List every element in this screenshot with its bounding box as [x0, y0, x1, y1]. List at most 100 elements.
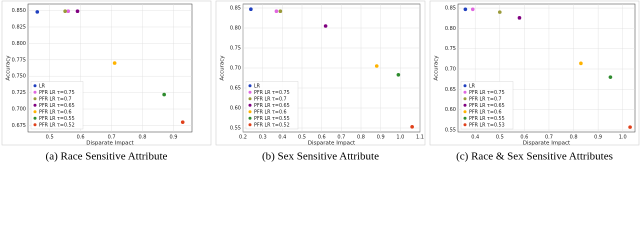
legend-marker — [248, 110, 252, 114]
y-axis-label: Accuracy — [220, 55, 226, 81]
legend-label: PFR LR τ=0.65 — [254, 103, 290, 109]
point — [63, 9, 67, 14]
legend-label: PFR LR τ=0.52 — [39, 122, 75, 128]
y-tick-label: 0.700 — [12, 107, 26, 113]
point — [410, 125, 414, 129]
point — [628, 125, 632, 129]
legend-marker — [463, 103, 467, 107]
legend-label: PFR LR τ=0.6 — [39, 109, 72, 115]
legend-box — [460, 81, 514, 130]
legend-marker — [463, 110, 467, 114]
legend-marker — [33, 103, 37, 107]
y-tick-label: 0.55 — [445, 127, 456, 133]
point — [274, 9, 279, 13]
x-tick-label: 1.1 — [416, 135, 424, 141]
caption: (b) Sex Sensitive Attribute — [262, 151, 379, 163]
x-axis-label: Disparate Impact — [523, 141, 571, 147]
legend-label: PFR LR τ=0.75 — [39, 90, 75, 96]
y-tick-label: 0.725 — [12, 90, 26, 96]
legend-marker — [33, 90, 37, 94]
x-tick-label: 0.9 — [377, 135, 385, 141]
legend-marker — [248, 84, 252, 88]
caption: (c) Race & Sex Sensitive Attributes — [456, 151, 613, 163]
x-tick-label: 0.4 — [278, 135, 286, 141]
point — [470, 7, 475, 12]
legend-label: PFR LR τ=0.55 — [469, 116, 505, 122]
y-tick-label: 0.55 — [230, 126, 241, 132]
panel-frame — [429, 0, 640, 146]
x-tick-label: 0.7 — [545, 135, 553, 141]
legend-box — [30, 81, 84, 130]
legend-label: PFR LR τ=0.65 — [469, 103, 505, 109]
y-axis-label: Accuracy — [434, 55, 440, 81]
y-tick-label: 0.75 — [445, 46, 456, 52]
x-tick-label: 0.3 — [259, 135, 267, 141]
y-tick-label: 0.70 — [230, 66, 241, 72]
y-tick-label: 0.675 — [12, 123, 26, 129]
y-tick-label: 0.825 — [12, 24, 26, 30]
point — [162, 92, 166, 97]
x-tick-label: 0.4 — [471, 135, 479, 141]
point — [463, 7, 468, 12]
x-axis-label: Disparate Impact — [86, 141, 134, 147]
point — [323, 24, 328, 28]
legend-label: LR — [469, 83, 476, 89]
legend-label: LR — [39, 83, 46, 89]
x-tick-label: 1.0 — [396, 135, 404, 141]
legend-marker — [248, 90, 252, 94]
legend-label: PFR LR τ=0.53 — [469, 122, 505, 128]
legend-label: PFR LR τ=0.55 — [254, 116, 290, 122]
y-tick-label: 0.775 — [12, 57, 26, 63]
x-tick-label: 0.8 — [357, 135, 365, 141]
y-tick-label: 0.60 — [230, 106, 241, 112]
legend-marker — [248, 97, 252, 101]
legend-label: LR — [254, 83, 261, 89]
legend-marker — [33, 123, 37, 127]
point — [112, 61, 117, 65]
x-tick-label: 0.8 — [139, 135, 147, 141]
legend-label: PFR LR τ=0.65 — [39, 103, 75, 109]
y-tick-label: 0.70 — [445, 67, 456, 73]
x-tick-label: 0.5 — [298, 135, 306, 141]
x-tick-label: 0.9 — [594, 135, 602, 141]
legend-marker — [33, 110, 37, 114]
y-tick-label: 0.800 — [12, 41, 26, 47]
x-tick-label: 0.6 — [77, 135, 85, 141]
legend-label: PFR LR τ=0.7 — [469, 96, 502, 102]
legend-label: PFR LR τ=0.75 — [254, 90, 290, 96]
figure: 0.6750.7000.7250.7500.7750.8000.8250.850… — [1, 0, 640, 163]
point — [180, 120, 185, 124]
legend-label: PFR LR τ=0.52 — [254, 122, 290, 128]
legend-label: PFR LR τ=0.7 — [39, 96, 72, 102]
x-tick-label: 0.6 — [520, 135, 528, 141]
point — [579, 61, 583, 66]
legend-marker — [248, 103, 252, 107]
legend-marker — [33, 84, 37, 88]
x-tick-label: 0.6 — [318, 135, 326, 141]
legend-marker — [248, 116, 252, 120]
legend-label: PFR LR τ=0.55 — [39, 116, 75, 122]
y-tick-label: 0.85 — [445, 6, 456, 12]
point — [35, 10, 40, 14]
point — [278, 9, 283, 13]
legend-label: PFR LR τ=0.75 — [469, 90, 505, 96]
panel-frame — [215, 0, 426, 146]
legend-label: PFR LR τ=0.6 — [469, 109, 502, 115]
x-axis-label: Disparate Impact — [308, 141, 356, 147]
caption: (a) Race Sensitive Attribute — [46, 151, 168, 163]
y-axis-label: Accuracy — [6, 55, 12, 81]
legend-marker — [463, 97, 467, 101]
y-tick-label: 0.60 — [445, 107, 456, 113]
y-tick-label: 0.850 — [12, 8, 26, 14]
y-tick-label: 0.65 — [230, 86, 241, 92]
x-tick-label: 0.8 — [570, 135, 578, 141]
point — [75, 9, 80, 14]
point — [608, 75, 613, 79]
y-tick-label: 0.750 — [12, 74, 26, 80]
y-tick-label: 0.75 — [230, 46, 241, 52]
legend-marker — [463, 116, 467, 120]
legend-label: PFR LR τ=0.7 — [254, 96, 287, 102]
legend-label: PFR LR τ=0.6 — [254, 109, 287, 115]
x-tick-label: 0.5 — [496, 135, 504, 141]
legend-marker — [463, 84, 467, 88]
